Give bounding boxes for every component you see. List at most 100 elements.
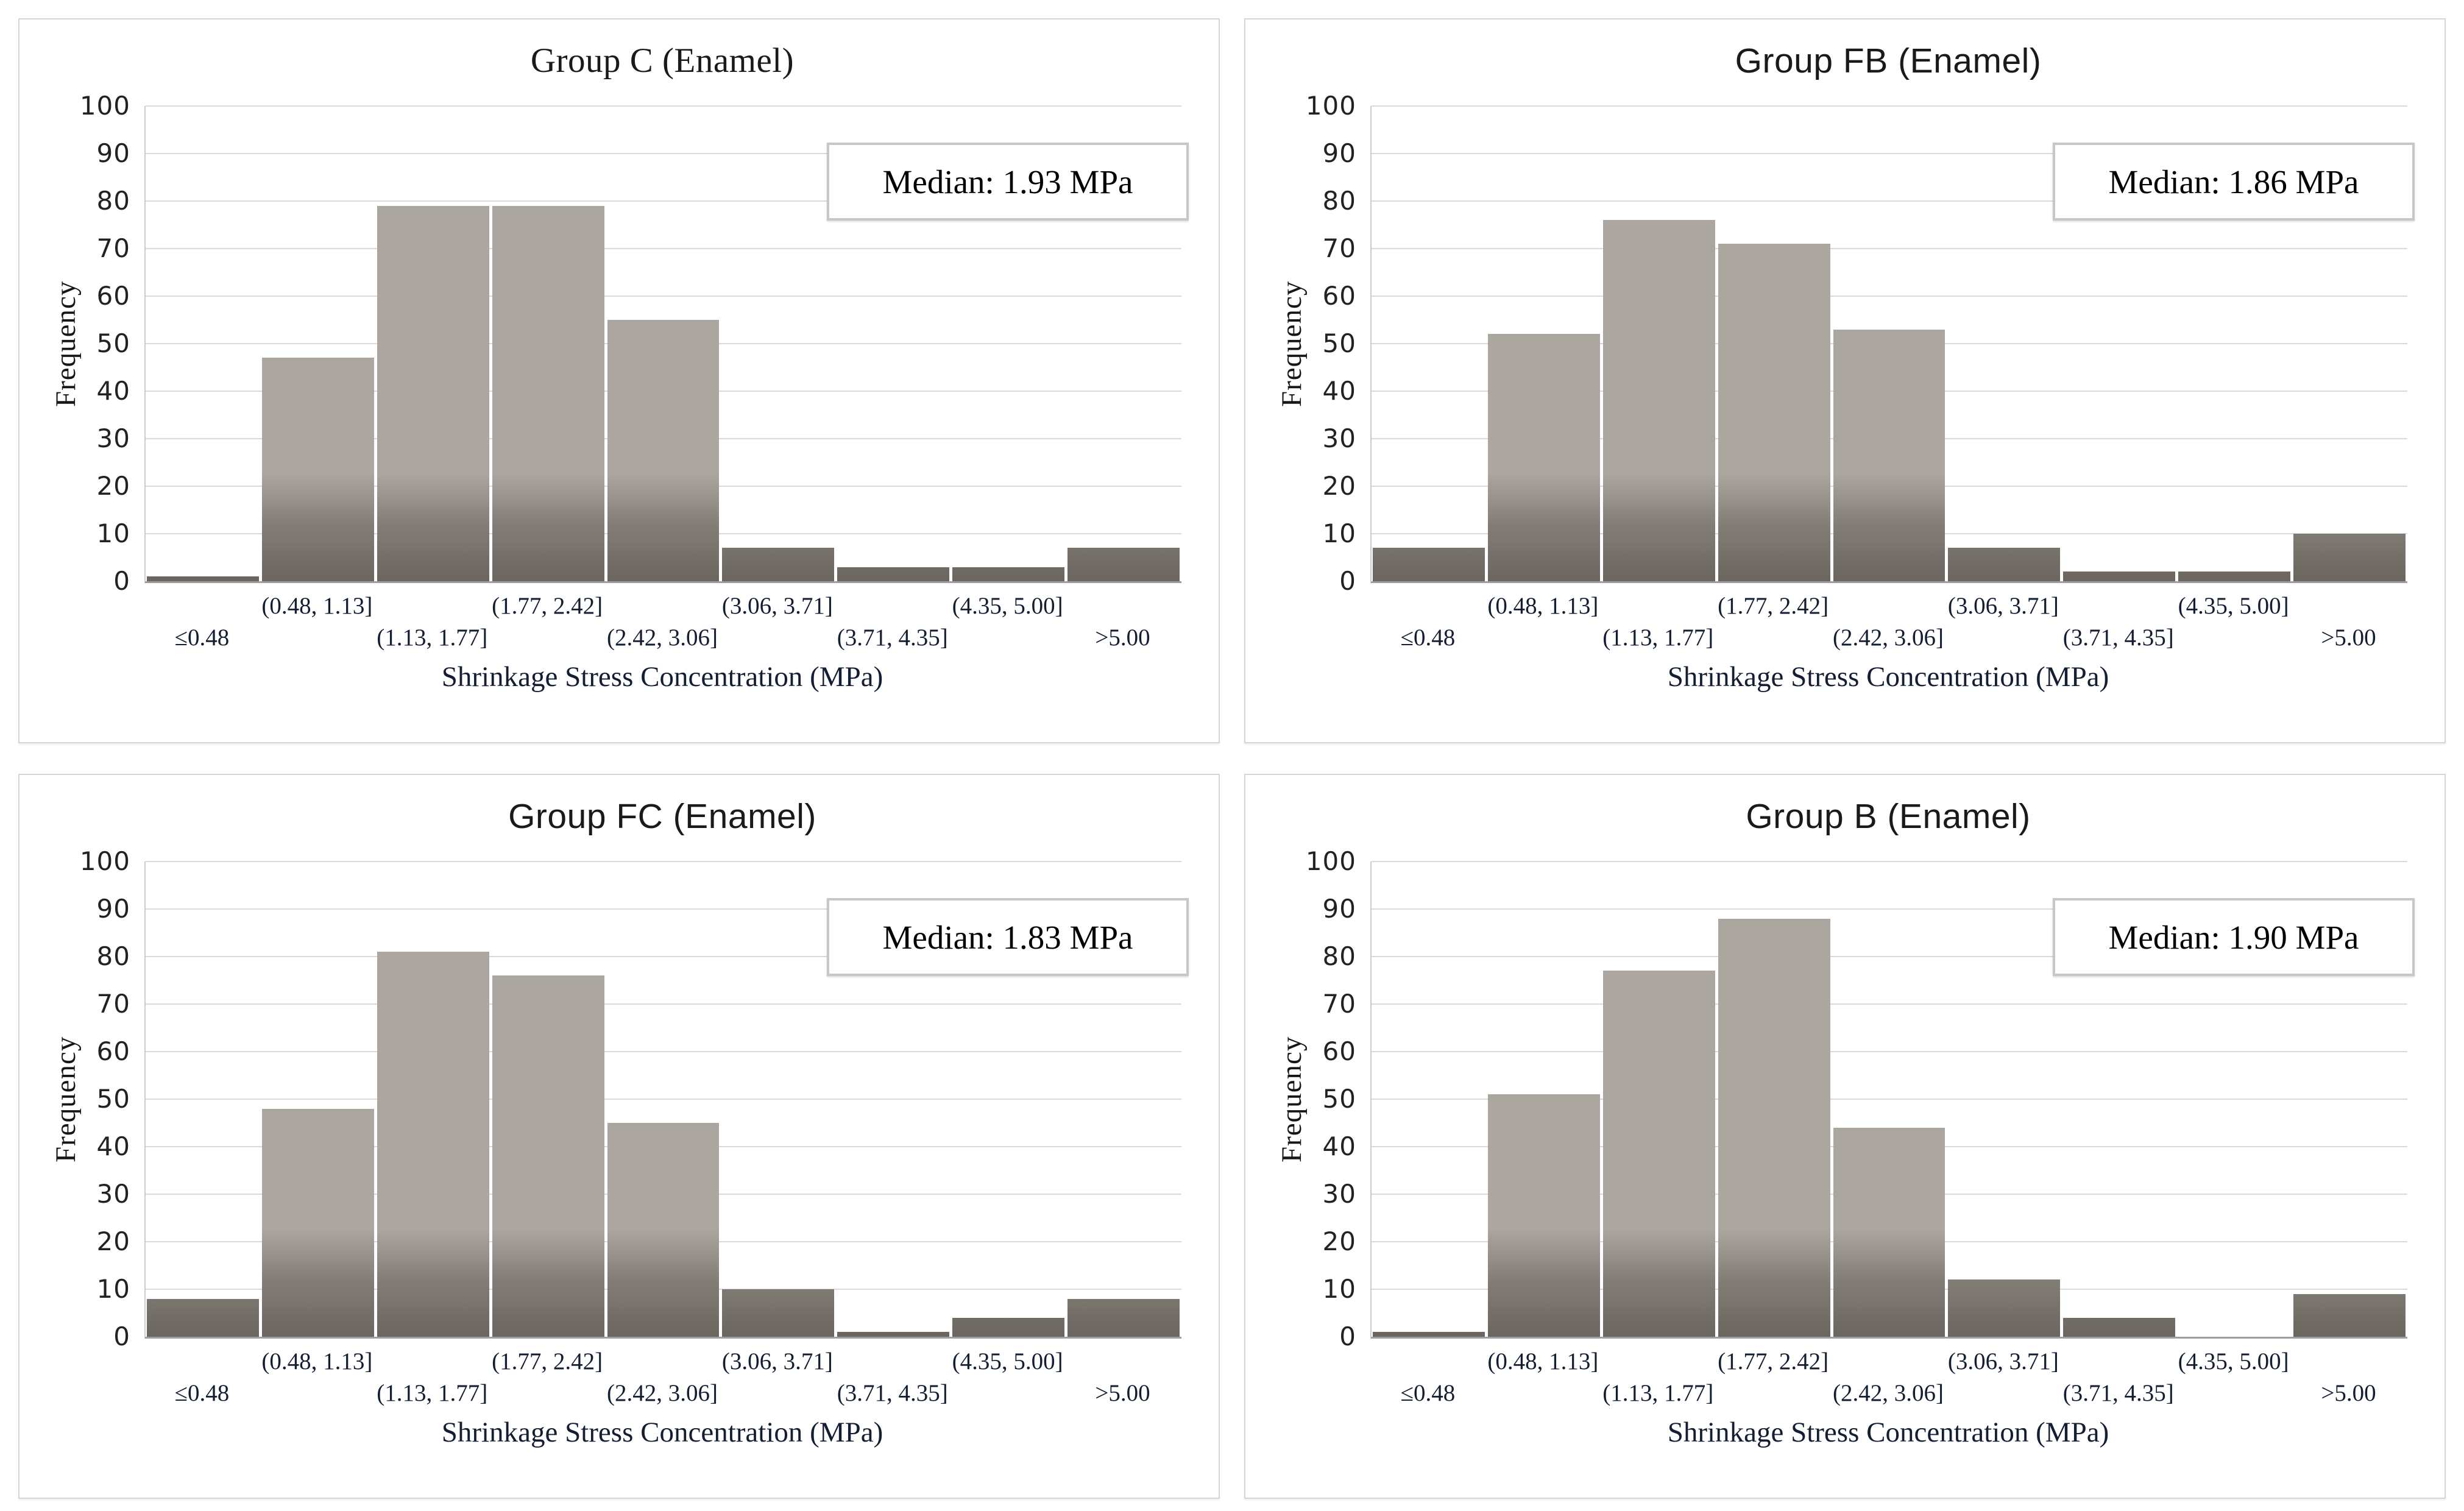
y-tick-label: 0 <box>1339 566 1356 596</box>
x-tick-label: (4.35, 5.00] <box>2178 593 2289 619</box>
y-tick-label: 60 <box>96 281 130 311</box>
median-label: Median: 1.90 MPa <box>2108 918 2359 956</box>
x-tick-label: (2.42, 3.06] <box>607 625 718 651</box>
y-tick-label: 100 <box>79 846 130 876</box>
y-tick-label: 50 <box>96 328 130 358</box>
x-tick-label: (3.71, 4.35] <box>2062 625 2174 651</box>
gridline <box>146 1003 1181 1005</box>
y-tick-label: 20 <box>96 471 130 501</box>
y-tick-label: 70 <box>1322 233 1356 263</box>
histogram-bar <box>1487 1094 1600 1337</box>
histogram-bar <box>2178 571 2291 581</box>
histogram-bar <box>2063 1317 2176 1337</box>
x-tick-label: (1.13, 1.77] <box>377 1380 488 1406</box>
y-tick-label: 70 <box>1322 989 1356 1019</box>
x-tick-label: (0.48, 1.13] <box>261 593 373 619</box>
histogram-bar <box>2293 1293 2406 1337</box>
x-tick-label: >5.00 <box>1095 625 1150 651</box>
median-box: Median: 1.93 MPa <box>827 143 1189 221</box>
histogram-bar <box>837 1332 950 1337</box>
histogram-bar <box>1067 548 1180 581</box>
y-tick-label: 40 <box>96 1131 130 1161</box>
x-tick-label: (4.35, 5.00] <box>952 1348 1063 1375</box>
gridline <box>146 908 1181 910</box>
y-tick-label: 10 <box>96 518 130 548</box>
gridline <box>1372 248 2407 249</box>
y-tick-label: 60 <box>1322 281 1356 311</box>
histogram-bar <box>147 1298 259 1337</box>
x-tick-label: (3.06, 3.71] <box>721 1348 833 1375</box>
y-tick-label: 60 <box>1322 1036 1356 1066</box>
histogram-bar <box>1487 334 1600 581</box>
histogram-bar <box>1948 548 2061 581</box>
x-tick-label: (1.77, 2.42] <box>492 593 603 619</box>
chart-panel-group-c: Group C (Enamel) Frequency Median: 1.93 … <box>18 18 1220 743</box>
y-tick-label: 10 <box>1322 518 1356 548</box>
x-tick-label: >5.00 <box>2321 1380 2376 1406</box>
plot-area: Median: 1.93 MPa <box>144 105 1189 583</box>
y-tick-label: 100 <box>79 91 130 121</box>
x-tick-label: (1.13, 1.77] <box>377 625 488 651</box>
x-tick-label: (1.13, 1.77] <box>1602 625 1714 651</box>
histogram-bar <box>377 205 489 581</box>
histogram-bar <box>492 975 604 1337</box>
gridline <box>146 105 1181 107</box>
y-tick-label: 10 <box>96 1274 130 1304</box>
y-tick-label: 100 <box>1305 91 1356 121</box>
histogram-bar <box>1373 1332 1485 1337</box>
x-axis-title: Shrinkage Stress Concentration (MPa) <box>1667 1417 2109 1448</box>
x-axis-title: Shrinkage Stress Concentration (MPa) <box>1667 661 2109 693</box>
x-tick-label: (3.71, 4.35] <box>2062 1380 2174 1406</box>
gridline <box>1372 1003 2407 1005</box>
y-tick-label: 50 <box>1322 1084 1356 1114</box>
histogram-bar <box>1833 329 1945 581</box>
y-tick-label: 0 <box>1339 1322 1356 1351</box>
histogram-bar <box>1067 1298 1180 1337</box>
chart-title: Group B (Enamel) <box>1746 797 2031 836</box>
x-axis-title: Shrinkage Stress Concentration (MPa) <box>441 661 883 693</box>
y-tick-label: 60 <box>96 1036 130 1066</box>
x-tick-label: (1.77, 2.42] <box>1718 1348 1829 1375</box>
gridline <box>146 153 1181 154</box>
y-tick-label: 80 <box>96 941 130 971</box>
median-label: Median: 1.83 MPa <box>882 918 1133 956</box>
plot-area: Median: 1.86 MPa <box>1370 105 2415 583</box>
median-label: Median: 1.93 MPa <box>882 163 1133 200</box>
x-tick-label: >5.00 <box>1095 1380 1150 1406</box>
y-tick-label: 40 <box>96 376 130 406</box>
gridline <box>146 861 1181 862</box>
x-tick-label: (2.42, 3.06] <box>1833 625 1944 651</box>
x-tick-label: (0.48, 1.13] <box>261 1348 373 1375</box>
gridline <box>146 956 1181 957</box>
y-tick-label: 30 <box>96 423 130 453</box>
histogram-bar <box>1373 548 1485 581</box>
y-tick-label: 40 <box>1322 376 1356 406</box>
y-tick-label: 70 <box>96 989 130 1019</box>
histogram-bar <box>492 205 604 581</box>
histogram-bar <box>1718 244 1830 581</box>
y-tick-label: 90 <box>96 138 130 168</box>
gridline <box>1372 1051 2407 1052</box>
chart-title: Group FC (Enamel) <box>508 797 816 836</box>
gridline <box>1372 1099 2407 1100</box>
gridline <box>146 1099 1181 1100</box>
x-tick-label: ≤0.48 <box>174 1380 230 1406</box>
chart-title: Group FB (Enamel) <box>1735 41 2042 80</box>
histogram-bar <box>952 567 1065 581</box>
y-tick-label: 20 <box>1322 471 1356 501</box>
x-tick-label: (0.48, 1.13] <box>1487 1348 1599 1375</box>
histogram-bar <box>607 320 720 581</box>
plot-area: Median: 1.90 MPa <box>1370 861 2415 1339</box>
y-tick-label: 90 <box>1322 138 1356 168</box>
chart-panel-group-fc: Group FC (Enamel) Frequency Median: 1.83… <box>18 774 1220 1499</box>
x-tick-label: ≤0.48 <box>1400 1380 1456 1406</box>
histogram-bar <box>1833 1127 1945 1337</box>
histogram-bar <box>2293 534 2406 581</box>
gridline <box>1372 200 2407 202</box>
x-tick-label: >5.00 <box>2321 625 2376 651</box>
histogram-bar <box>261 1108 374 1337</box>
gridline <box>1372 956 2407 957</box>
y-tick-label: 30 <box>96 1179 130 1209</box>
x-tick-label: (2.42, 3.06] <box>607 1380 718 1406</box>
y-tick-label: 10 <box>1322 1274 1356 1304</box>
